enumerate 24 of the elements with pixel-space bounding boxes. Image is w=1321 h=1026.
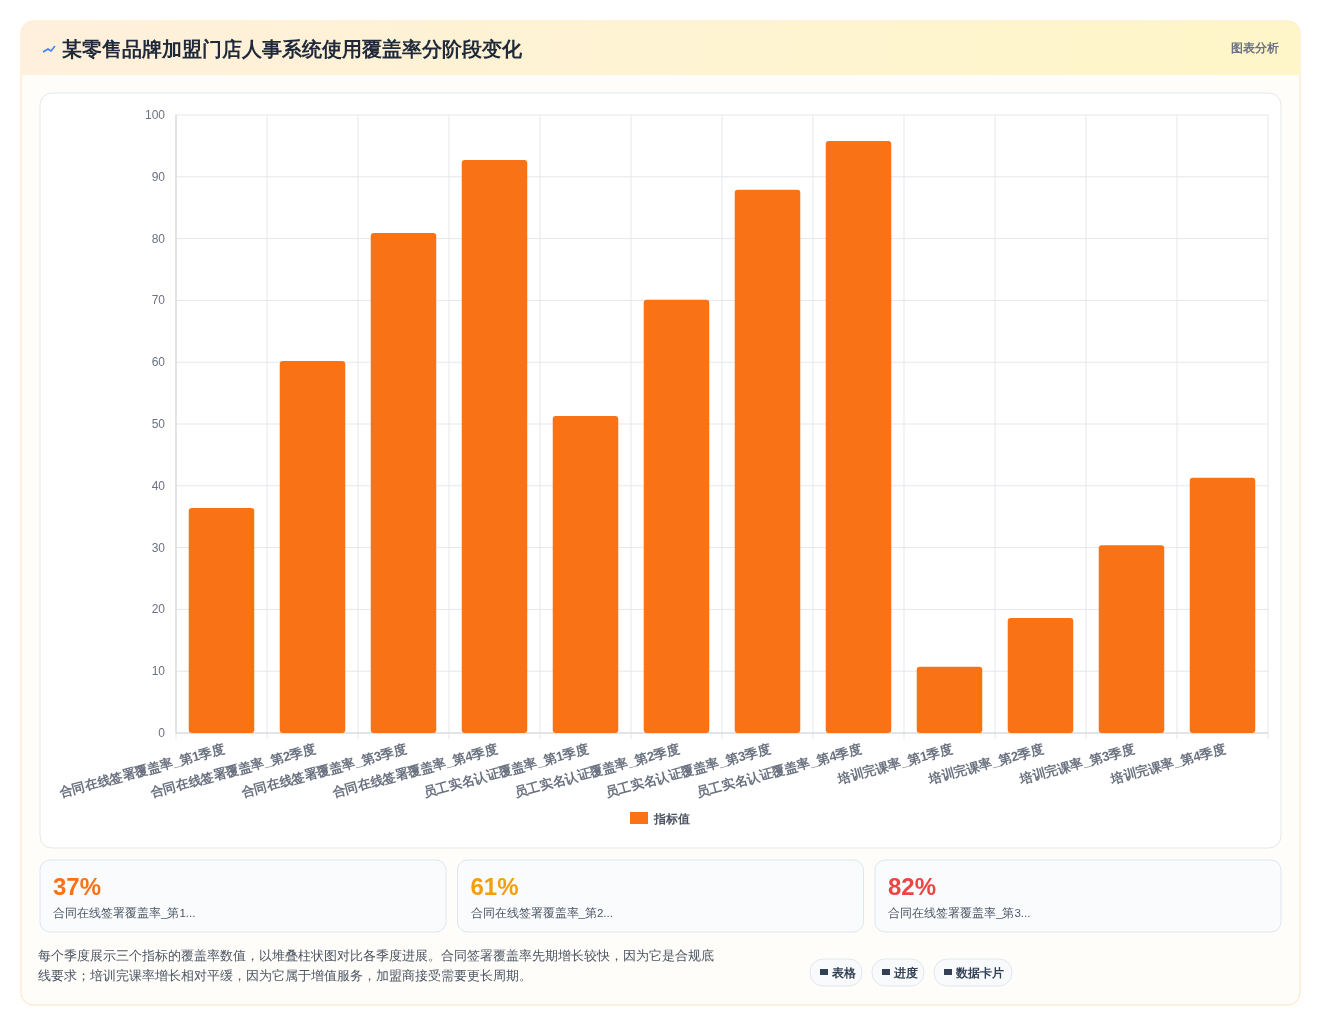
text: 进度	[893, 966, 918, 979]
text: 合同在线签署覆盖率_第2...	[470, 906, 613, 919]
text: 合同在线签署覆盖率_第3...	[888, 906, 1031, 919]
y-tick-label: 80	[151, 231, 166, 246]
y-tick-label: 10	[151, 664, 166, 679]
y-tick-label: 70	[151, 293, 166, 308]
text: 37%	[53, 873, 102, 900]
chart-title: 某零售品牌加盟门店人事系统使用覆盖率分阶段变化	[61, 38, 523, 60]
y-tick-label: 20	[151, 602, 166, 617]
text: 图表分析	[1231, 41, 1279, 55]
y-tick-label: 100	[144, 108, 166, 122]
text: 每个季度展示三个指标的覆盖率数值，以堆叠柱状图对比各季度进展。合同签署覆盖率先期增长较快，因为它是合规底线要求；培训完课率增长相对平缓，因为它属于增值服务，加盟商接受需要更长周期。	[38, 948, 715, 985]
y-tick-label: 60	[151, 355, 166, 370]
text: 合同在线签署覆盖率_第1...	[53, 906, 196, 919]
text: 61%	[470, 873, 519, 900]
y-tick-label: 90	[151, 169, 166, 184]
legend-label: 指标值	[653, 812, 690, 826]
text: 数据卡片	[955, 966, 1004, 980]
y-tick-label: 50	[151, 417, 166, 431]
y-tick-label: 30	[151, 540, 166, 555]
text: 表格	[831, 966, 857, 979]
y-tick-label: 40	[151, 478, 166, 493]
y-tick-label: 0	[158, 726, 166, 740]
text: 82%	[888, 873, 937, 900]
